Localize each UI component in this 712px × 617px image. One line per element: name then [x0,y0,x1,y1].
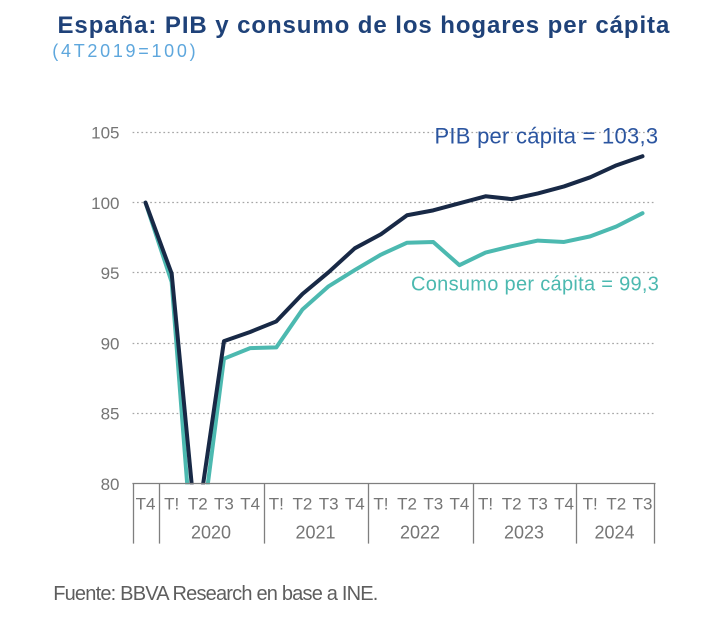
svg-text:2021: 2021 [295,523,335,543]
svg-text:T4: T4 [554,495,574,514]
svg-text:T3: T3 [423,495,443,514]
svg-text:95: 95 [101,264,120,283]
svg-text:90: 90 [101,334,120,353]
svg-text:T2: T2 [188,495,208,514]
svg-text:T!: T! [583,495,598,514]
svg-text:2023: 2023 [504,523,544,543]
svg-text:80: 80 [101,475,120,494]
svg-text:T4: T4 [449,495,469,514]
svg-text:T3: T3 [214,495,234,514]
svg-text:T4: T4 [345,495,365,514]
svg-text:T!: T! [269,495,284,514]
svg-text:T2: T2 [606,495,626,514]
svg-text:(4T2019=100): (4T2019=100) [52,41,198,61]
svg-text:2020: 2020 [191,523,231,543]
svg-text:Consumo per cápita = 99,3: Consumo per cápita = 99,3 [411,273,659,295]
svg-text:T4: T4 [240,495,260,514]
svg-text:T3: T3 [319,495,339,514]
svg-text:T!: T! [478,495,493,514]
svg-text:T2: T2 [397,495,417,514]
svg-text:T3: T3 [528,495,548,514]
svg-text:2022: 2022 [400,523,440,543]
svg-text:T!: T! [373,495,388,514]
svg-text:PIB per cápita = 103,3: PIB per cápita = 103,3 [435,123,659,148]
svg-text:Fuente: BBVA Research en base: Fuente: BBVA Research en base a INE. [53,583,377,605]
svg-text:España: PIB y consumo de los h: España: PIB y consumo de los hogares per… [58,12,671,39]
svg-text:2024: 2024 [594,523,634,543]
svg-text:100: 100 [91,194,119,213]
svg-text:T2: T2 [502,495,522,514]
svg-text:105: 105 [91,124,119,143]
svg-text:85: 85 [101,405,120,424]
svg-text:T2: T2 [293,495,313,514]
svg-text:T3: T3 [633,495,653,514]
svg-text:T4: T4 [136,495,156,514]
svg-text:T!: T! [164,495,179,514]
